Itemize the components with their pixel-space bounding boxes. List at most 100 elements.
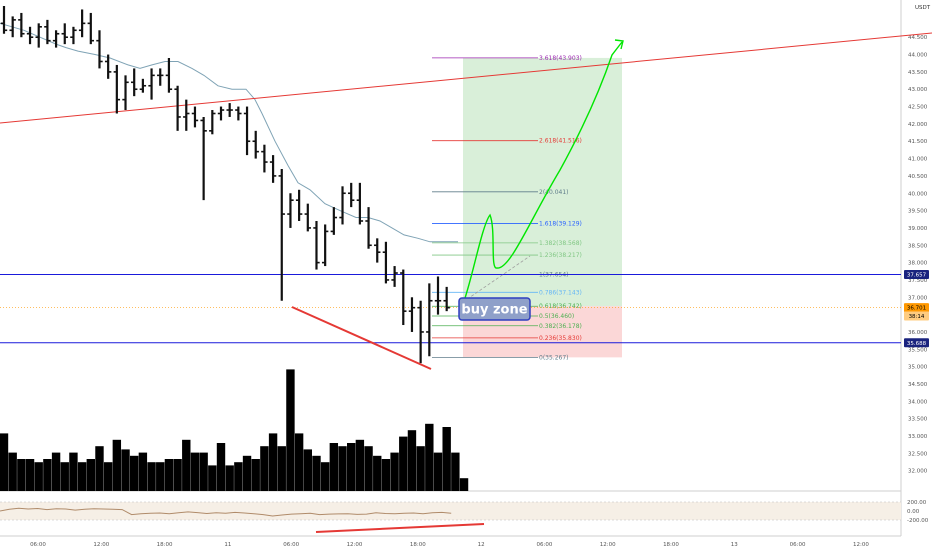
volume-bar-49: [425, 423, 434, 491]
volume-bar-1: [8, 452, 17, 491]
price-bar-1[interactable]: [9, 16, 16, 38]
price-bar-5[interactable]: [44, 19, 51, 45]
price-tick-6: 41.500: [908, 139, 928, 145]
resistance-trend-line[interactable]: [0, 32, 932, 124]
volume-bar-15: [130, 455, 139, 491]
volume-bar-4: [34, 462, 43, 491]
time-tick-labels: 06:00 12:00 18:00 11 06:00 12:00 18:00 12 06:00 1…: [30, 542, 869, 548]
price-bar-41[interactable]: [356, 182, 364, 225]
long-position-box[interactable]: [463, 57, 622, 358]
price-bar-34[interactable]: [295, 189, 303, 221]
price-bar-9[interactable]: [78, 9, 86, 38]
price-bar-38[interactable]: [330, 207, 338, 235]
buy-zone-box[interactable]: [458, 297, 531, 321]
price-bar-32[interactable]: [278, 168, 285, 301]
buy-zone-label[interactable]: buy zone: [458, 297, 531, 321]
volume-bar-11: [95, 446, 104, 491]
price-bar-0[interactable]: [0, 6, 8, 34]
price-bar-27[interactable]: [235, 106, 242, 121]
price-bar-43[interactable]: [374, 238, 381, 263]
price-bar-33[interactable]: [287, 193, 294, 228]
volume-bar-53: [459, 478, 469, 491]
price-tick-21: 34.000: [908, 399, 928, 405]
price-bar-45[interactable]: [391, 266, 398, 287]
price-tick-0: 44.500: [908, 35, 928, 41]
price-bar-28[interactable]: [243, 106, 251, 156]
price-bar-7[interactable]: [61, 23, 68, 45]
fib-label-12: 0(35.267): [539, 354, 569, 361]
price-bar-22[interactable]: [191, 106, 199, 128]
price-bar-37[interactable]: [321, 224, 329, 267]
bullish-divergence-price-line[interactable]: [291, 306, 432, 370]
price-bar-35[interactable]: [304, 203, 311, 232]
volume-bar-51: [442, 427, 451, 491]
price-bar-21[interactable]: [183, 99, 190, 131]
price-bar-14[interactable]: [122, 75, 129, 111]
target-zone[interactable]: [463, 57, 622, 307]
volume-bar-38: [329, 443, 339, 491]
price-badge-bg: [904, 338, 929, 348]
price-tick-5: 42.000: [908, 122, 928, 128]
price-projection-path[interactable]: [462, 41, 623, 305]
time-tick-5: 12:00: [347, 542, 363, 548]
volume-bar-19: [164, 459, 174, 491]
price-bar-25[interactable]: [217, 106, 225, 121]
fib-label-1: 2.618(41.516): [539, 138, 582, 145]
price-badge-2: 38:14: [904, 311, 929, 321]
price-bar-13[interactable]: [113, 64, 121, 114]
price-bar-39[interactable]: [339, 186, 346, 225]
volume-bar-16: [138, 452, 148, 491]
volume-bar-23: [199, 452, 208, 491]
volume-bar-18: [156, 462, 165, 491]
price-bar-50[interactable]: [434, 276, 442, 315]
price-bar-12[interactable]: [104, 54, 112, 79]
time-tick-11: 13: [731, 542, 738, 548]
price-bar-29[interactable]: [252, 130, 259, 159]
volume-bar-45: [390, 452, 399, 491]
price-axis[interactable]: USDT: [900, 0, 931, 536]
price-bar-49[interactable]: [426, 283, 433, 357]
bullish-divergence-oscillator-line[interactable]: [315, 523, 485, 533]
price-tick-20: 34.500: [908, 382, 928, 388]
volume-bar-5: [43, 459, 52, 491]
volume-bar-52: [451, 452, 460, 491]
fib-label-8: 0.618(36.742): [539, 303, 582, 310]
price-bar-30[interactable]: [261, 144, 268, 173]
fibonacci-extension[interactable]: 3.618(43.903) 2.618(41.516) 2(40.041) 1.618…: [432, 55, 582, 361]
price-bar-4[interactable]: [35, 23, 42, 48]
price-bar-3[interactable]: [26, 26, 34, 45]
price-bar-15[interactable]: [131, 68, 138, 97]
price-bar-44[interactable]: [382, 241, 390, 284]
price-bar-51[interactable]: [443, 286, 450, 312]
price-bar-6[interactable]: [52, 30, 60, 48]
price-bar-42[interactable]: [365, 207, 372, 249]
volume-bar-31: [268, 433, 278, 491]
price-bar-2[interactable]: [18, 12, 25, 38]
price-bar-31[interactable]: [269, 155, 277, 183]
price-bar-48[interactable]: [417, 300, 424, 364]
price-bar-19[interactable]: [165, 58, 173, 93]
price-bar-24[interactable]: [209, 110, 216, 135]
price-bar-40[interactable]: [348, 182, 355, 208]
price-bar-20[interactable]: [174, 85, 181, 131]
price-bar-10[interactable]: [87, 12, 94, 45]
price-bar-36[interactable]: [313, 220, 320, 270]
price-bar-46[interactable]: [400, 269, 407, 326]
price-bar-18[interactable]: [157, 68, 164, 86]
price-badge-bg: [904, 311, 929, 321]
volume-bar-8: [69, 452, 78, 491]
time-tick-1: 12:00: [93, 542, 109, 548]
price-bar-8[interactable]: [70, 26, 77, 45]
price-bar-23[interactable]: [200, 116, 207, 201]
price-bar-17[interactable]: [148, 68, 155, 100]
ohlc-bars[interactable]: [0, 6, 450, 364]
price-bar-11[interactable]: [96, 30, 103, 69]
price-badge-bg: [904, 303, 929, 313]
price-bar-47[interactable]: [408, 297, 416, 332]
price-bar-26[interactable]: [226, 103, 233, 117]
volume-bar-21: [182, 439, 191, 491]
fib-label-2: 2(40.041): [539, 189, 569, 196]
price-bar-16[interactable]: [139, 78, 147, 93]
volume-bar-46: [399, 436, 408, 491]
